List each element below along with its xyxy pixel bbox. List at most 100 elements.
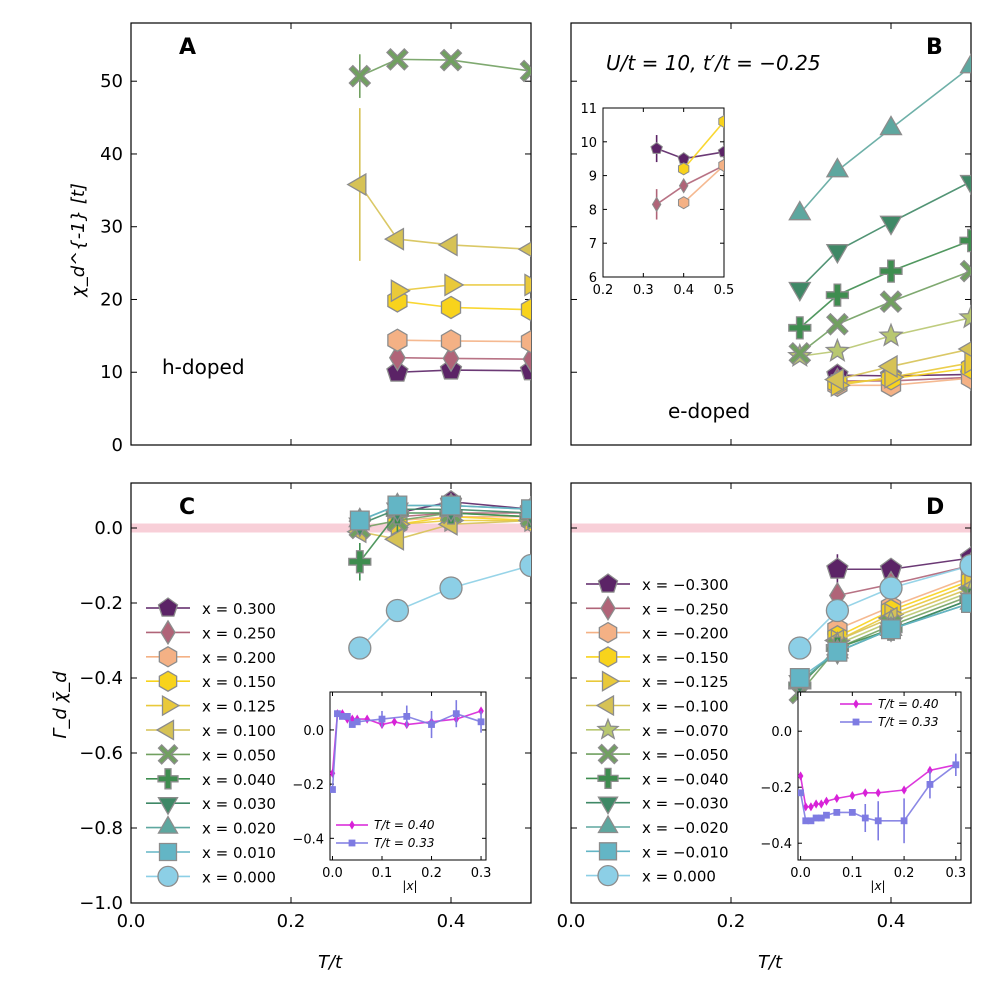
panel-b-data-point [788,200,812,221]
panel-d-inset-data-point [818,799,825,809]
panel-c-inset-frame [329,691,487,861]
panel-d-data-point [826,557,849,579]
panel-b-data-point [788,281,812,302]
panel-d-inset-data-point [875,788,882,798]
panel-d-legend-marker [596,717,620,740]
panel-c-x-tick-label: 0.2 [277,911,306,932]
panel-a-data-point [387,328,408,352]
panel-b-data-point [879,259,903,283]
panel-b-inset-x-tick-label: 0.3 [633,283,654,298]
panel-a-data-point [520,329,531,354]
panel-c-data-point [441,495,461,516]
panel-d-series-line [799,564,971,649]
panel-d-inset-legend-label: T/t = 0.33 [878,715,938,729]
panel-c-inset-legend-marker [348,839,356,847]
panel-c-legend-label: x = 0.300 [202,600,276,618]
panel-c-legend-label: x = 0.050 [202,746,276,764]
panel-c-data-point [439,576,463,600]
panel-c-inset-data-point [343,712,351,720]
x-axis-label-right: T/t [758,952,783,973]
panel-c-legend-label: x = 0.040 [202,771,276,789]
panel-c-legend-label: x = 0.125 [202,698,276,716]
panel-d-data-point [789,668,810,688]
panel-a-data-point [517,241,531,258]
panel-c-legend-marker [161,694,181,717]
inset-d-x-label: |x| [870,879,885,893]
panel-a-y-tick-label: 40 [100,144,123,165]
panel-c-data-point [385,598,410,623]
panel-d-inset-x-tick-label: 0.0 [790,866,811,881]
panel-d-inset-data-point [823,796,830,806]
panel-d: 0.0 0.2 0.4 x = −0.300 x = −0.250 x = −0.200 x… [557,482,972,932]
panel-d-legend-label: x = −0.020 [642,819,729,837]
panel-c-inset-x-tick-label: 0.2 [421,866,442,881]
panel-c-inset-data-point [353,718,361,726]
panel-d-inset-data-point [862,788,869,798]
panel-d-legend-label: x = −0.050 [642,746,729,764]
panel-c-inset-legend-label: T/t = 0.33 [374,836,434,850]
panel-d-letter: D [926,495,944,520]
panel-d-inset-data-point [802,802,809,812]
panel-d-inset-legend-marker [852,718,860,726]
panel-c-series-line [359,508,531,525]
panel-d-inset-data-point [900,817,908,825]
panel-c-data-point [519,553,531,578]
panel-c-inset-x-tick-label: 0.3 [471,866,492,881]
panel-a-letter: A [179,35,196,60]
panel-d-legend-marker [598,646,618,668]
panel-b-data-point [878,322,904,347]
panel-b-inset-data-point [677,196,690,210]
parameters-label: U/t = 10, t′/t = −0.25 [606,51,821,75]
panel-b-data-point [877,354,898,379]
panel-d-inset-data-point [874,817,882,825]
panel-b-data-point [959,174,971,196]
panel-d-legend-label: x = −0.100 [642,698,729,716]
panel-c-legend-marker [157,743,179,765]
panel-d-legend-marker [597,767,619,790]
panel-d-legend-marker [601,670,621,692]
panel-c-inset-data-point [428,721,435,728]
panel-a-y-tick-label: 0 [112,435,123,456]
panel-b-data-point [824,367,845,392]
panel-a-data-point [346,172,367,197]
panel-c-letter: C [179,495,195,520]
panel-b-inset-data-point [718,114,724,129]
panel-c-y-tick-label: −0.2 [79,593,123,614]
panel-d-frame [570,482,972,904]
panel-b-data-point [958,304,971,329]
panel-d-legend-marker [598,842,618,861]
panel-b-inset-data-point [718,158,724,173]
panel-d-series-line [799,602,971,679]
panel-d-series-group [788,546,971,705]
inset-c-x-label: |x| [402,879,417,893]
panel-d-inset-data-point [823,811,830,819]
panel-d-data-point [788,636,812,660]
panel-c-data-point [348,636,372,660]
panel-b-inset-y-tick-label: 7 [589,237,597,252]
panel-b-inset-series-line [683,121,724,170]
panel-a-data-point [520,297,531,322]
panel-c-series-line [359,564,531,649]
panel-d-legend-label: x = −0.040 [642,770,729,788]
panel-d-legend-marker [597,864,619,887]
panel-c-y-tick-label: 0.0 [94,518,123,539]
panel-b-data-point [959,259,971,283]
panel-c-data-point [348,550,372,574]
panel-a-data-point [524,273,531,297]
panel-c-x-tick-label: 0.4 [437,911,466,932]
panel-d-legend-marker [597,573,619,593]
panel-d-legend-label: x = −0.250 [642,600,729,618]
panel-c-inset-legend-marker [349,820,355,830]
panel-c-legend-marker [157,597,179,617]
x-axis-label-left: T/t [318,952,343,973]
panel-c-legend-label: x = 0.200 [202,649,276,667]
panel-d-inset-legend-label: T/t = 0.40 [878,697,939,711]
panel-c-inset-data-point [349,714,356,724]
panel-a-data-point [440,295,462,320]
panel-a-series-line [359,184,531,251]
panel-d-x-tick-label: 0.2 [717,911,746,932]
panel-b-data-point [825,157,850,178]
panel-d-legend-label: x = −0.150 [642,649,729,667]
panel-b-letter: B [926,35,943,60]
